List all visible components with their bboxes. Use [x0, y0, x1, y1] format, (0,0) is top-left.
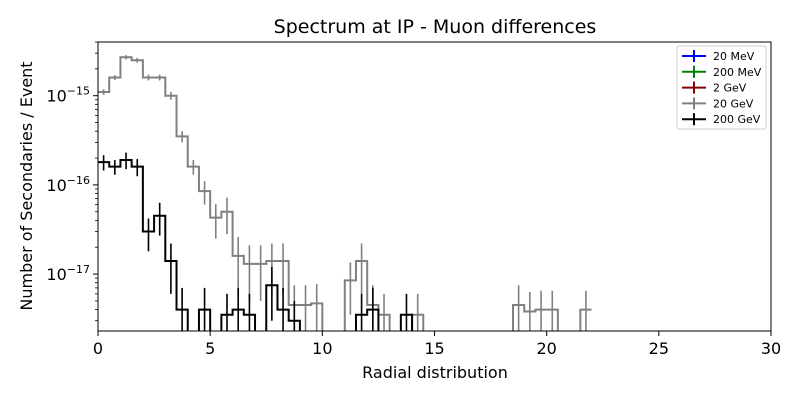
legend-entry[interactable]: 2 GeV [682, 81, 747, 95]
legend-entry[interactable]: 20 MeV [682, 50, 755, 63]
x-tick-label: 15 [424, 339, 444, 358]
x-tick-label: 20 [536, 339, 556, 358]
series-step-line [98, 56, 592, 331]
legend-box [676, 45, 767, 130]
legend-entry[interactable]: 200 GeV [682, 113, 761, 126]
legend-entry[interactable]: 20 GeV [682, 97, 754, 110]
x-tick-label: 25 [649, 339, 669, 358]
y-tick-label: 10−15 [46, 85, 90, 106]
chart-title: Spectrum at IP - Muon differences [274, 16, 597, 38]
legend-label: 20 GeV [713, 97, 754, 110]
legend-label: 200 MeV [713, 66, 762, 79]
y-tick-label: 10−16 [46, 174, 90, 195]
legend-label: 200 GeV [713, 113, 761, 126]
x-axis-label: Radial distribution [362, 363, 508, 382]
x-tick-label: 10 [312, 339, 332, 358]
x-tick-label: 5 [205, 339, 215, 358]
y-axis-label: Number of Secondaries / Event [17, 61, 36, 310]
legend[interactable]: 20 MeV 200 MeV 2 GeV 20 GeV 200 GeV [676, 45, 767, 130]
legend-entry[interactable]: 200 MeV [682, 65, 762, 79]
legend-label: 20 MeV [713, 50, 755, 63]
x-tick-label: 30 [761, 339, 781, 358]
x-axis: 0 5 10 15 20 25 30 [93, 331, 781, 358]
series-layer [98, 55, 592, 331]
series-200-gev [98, 152, 414, 331]
series-step-line [98, 159, 414, 331]
plot-area [97, 41, 772, 332]
y-axis: 10−17 10−16 10−15 [46, 41, 98, 322]
legend-label: 2 GeV [713, 82, 747, 95]
x-tick-label: 0 [93, 339, 103, 358]
y-tick-label: 10−17 [46, 263, 90, 284]
